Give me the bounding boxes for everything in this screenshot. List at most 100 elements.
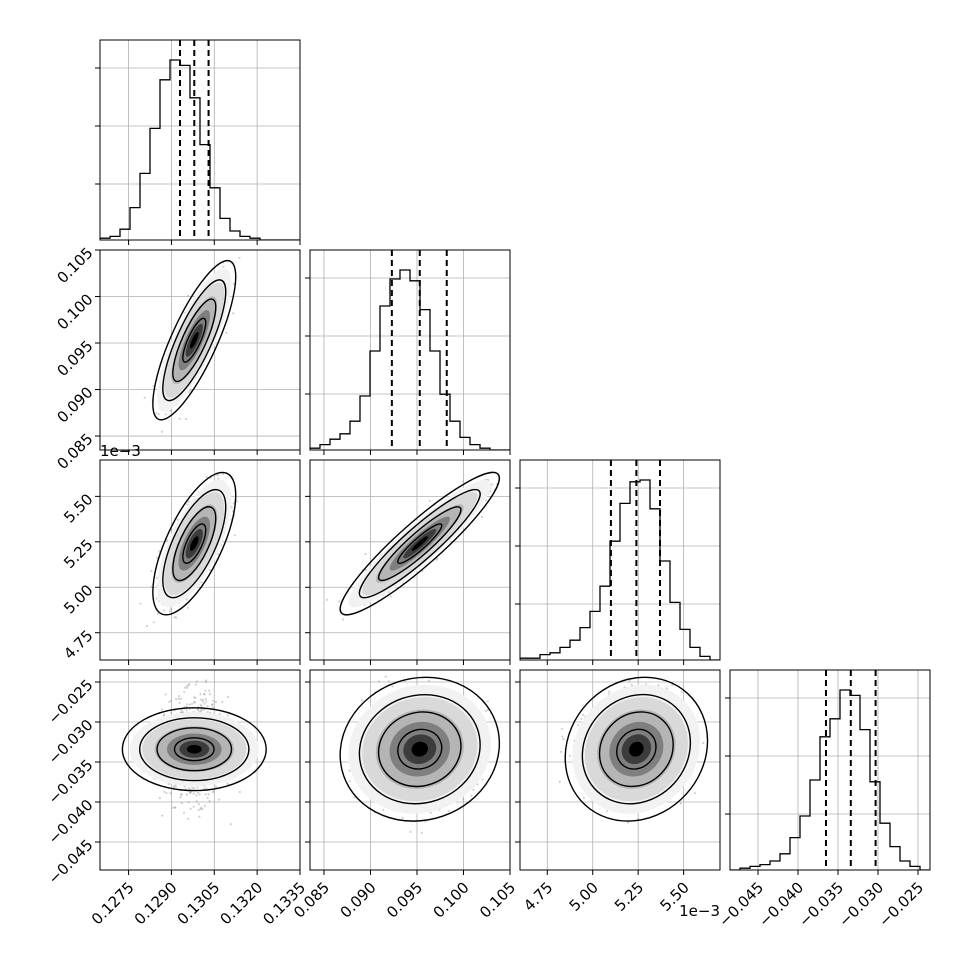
panel-frame xyxy=(99,669,301,871)
scatter-point xyxy=(185,793,188,796)
scatter-point xyxy=(679,802,683,805)
scatter-point xyxy=(185,417,188,421)
contour-line-1 xyxy=(358,488,481,599)
scatter-point xyxy=(189,792,192,795)
x-tick-label: 0.1290 xyxy=(131,878,181,928)
scatter-point xyxy=(348,780,351,783)
scatter-point xyxy=(183,811,186,814)
scatter-point xyxy=(186,606,189,609)
scatter-point xyxy=(199,703,202,706)
scatter-point xyxy=(382,808,385,811)
scatter-point xyxy=(189,791,192,794)
scatter-point xyxy=(221,472,224,476)
scatter-point xyxy=(364,569,367,572)
scatter-point xyxy=(204,698,207,701)
scatter-point xyxy=(195,680,198,683)
scatter-point xyxy=(155,597,158,600)
scatter-point xyxy=(204,689,207,692)
scatter-point xyxy=(180,709,183,712)
scatter-point xyxy=(173,806,177,809)
histogram-panel-1 xyxy=(305,249,511,455)
scatter-point xyxy=(211,703,214,707)
scatter-point xyxy=(217,553,220,556)
scatter-point xyxy=(208,689,211,692)
scatter-point xyxy=(420,831,423,834)
scatter-point xyxy=(168,700,171,703)
scatter-point xyxy=(723,729,725,731)
scatter-point xyxy=(680,690,684,693)
scatter-point xyxy=(193,701,196,704)
scatter-point xyxy=(175,697,178,701)
scatter-point xyxy=(192,805,195,808)
scatter-point xyxy=(427,679,430,683)
panel-frame xyxy=(309,249,511,451)
scatter-point xyxy=(384,675,387,678)
scatter-point xyxy=(175,616,178,619)
x-tick-label: 0.1275 xyxy=(88,878,138,928)
scatter-point xyxy=(191,702,194,705)
scatter-point xyxy=(187,787,190,790)
scatter-point xyxy=(164,693,167,696)
scatter-point xyxy=(185,684,189,688)
scatter-point xyxy=(229,823,232,826)
x-tick-label: 0.1305 xyxy=(174,878,224,928)
scatter-point xyxy=(208,800,211,803)
scatter-point xyxy=(157,413,160,416)
scatter-point xyxy=(169,409,172,412)
scatter-point xyxy=(203,693,206,696)
contour-line-3 xyxy=(182,523,207,564)
histogram-line xyxy=(310,269,510,450)
scatter-point xyxy=(481,778,484,781)
scatter-point xyxy=(155,576,158,579)
contour-line-2 xyxy=(172,298,217,383)
contour-line-3 xyxy=(182,317,207,363)
scatter-point xyxy=(485,499,488,502)
y-offset-label: 1e−3 xyxy=(100,442,141,460)
scatter-point xyxy=(470,794,473,797)
scatter-point xyxy=(377,680,381,683)
scatter-point xyxy=(158,797,161,800)
contour-line-3 xyxy=(397,523,443,565)
scatter-point xyxy=(178,417,181,420)
scatter-point xyxy=(189,807,192,810)
scatter-point xyxy=(161,814,164,817)
scatter-point xyxy=(490,483,494,486)
scatter-point xyxy=(179,796,182,799)
scatter-point xyxy=(155,412,158,415)
scatter-point xyxy=(187,801,190,804)
scatter-point xyxy=(232,502,235,505)
scatter-point xyxy=(325,598,329,601)
scatter-point xyxy=(169,792,172,795)
scatter-point xyxy=(561,735,564,738)
scatter-point xyxy=(170,699,173,703)
scatter-point xyxy=(338,600,341,603)
scatter-point xyxy=(218,713,221,716)
scatter-point xyxy=(203,702,206,705)
scatter-point xyxy=(486,708,489,712)
scatter-point xyxy=(204,679,208,682)
scatter-point xyxy=(462,798,465,801)
scatter-point xyxy=(183,686,186,689)
histogram-line xyxy=(520,479,720,660)
scatter-point xyxy=(489,490,492,493)
x-tick-label: 0.090 xyxy=(337,878,380,921)
contour-line-0 xyxy=(152,471,237,616)
scatter-point xyxy=(176,518,179,521)
scatter-point xyxy=(180,793,183,796)
scatter-point xyxy=(197,803,201,806)
contour-line-1 xyxy=(138,717,250,782)
histogram-panel-2 xyxy=(515,459,721,665)
scatter-point xyxy=(166,539,169,542)
scatter-point xyxy=(226,696,229,699)
scatter-point xyxy=(143,396,146,399)
scatter-point xyxy=(232,282,235,285)
y-tick-label: 5.50 xyxy=(60,490,96,526)
scatter-point xyxy=(348,769,351,772)
scatter-points xyxy=(139,471,238,628)
y-tick-label: 0.095 xyxy=(53,337,96,380)
scatter-point xyxy=(211,791,214,794)
scatter-point xyxy=(225,331,228,335)
contour-line-1 xyxy=(162,279,227,402)
density-level-5 xyxy=(411,741,428,757)
